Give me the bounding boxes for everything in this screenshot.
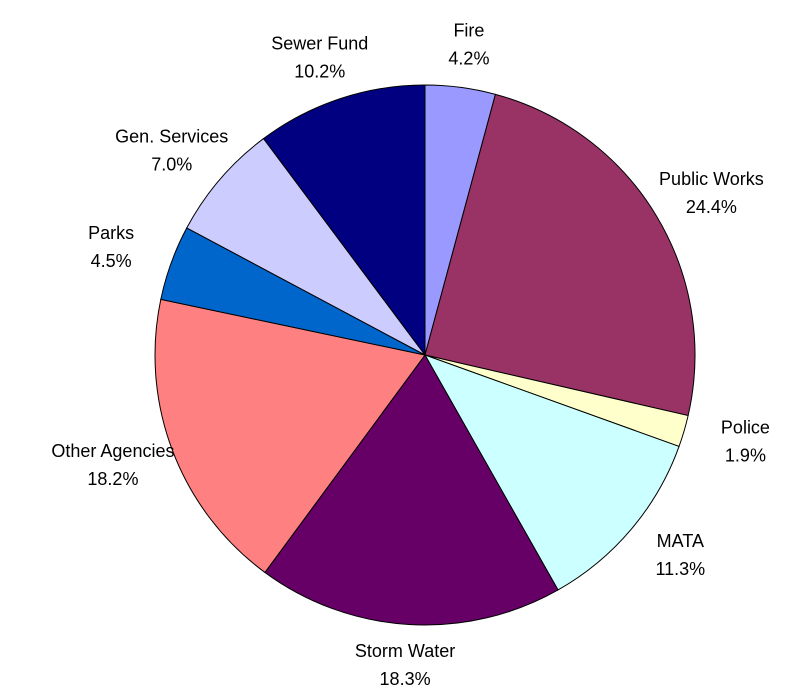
slice-value-label: 24.4%: [686, 197, 737, 217]
slice-label: Sewer Fund: [271, 34, 368, 54]
slice-value-label: 4.5%: [91, 251, 132, 271]
pie-slice: [423, 354, 680, 591]
slice-label: Storm Water: [355, 641, 455, 661]
pie-slice: [264, 354, 559, 626]
slice-value-label: 18.3%: [380, 669, 431, 689]
slice-label: Parks: [88, 223, 134, 243]
slice-label: Police: [721, 418, 770, 438]
slice-label: Gen. Services: [115, 126, 228, 146]
slice-value-label: 11.3%: [655, 559, 705, 579]
pie-slice: [154, 298, 426, 574]
slice-value-label: 7.0%: [151, 154, 192, 174]
slice-label: Fire: [453, 20, 484, 40]
pie-slice: [424, 93, 696, 417]
slice-value-label: 10.2%: [294, 62, 345, 82]
pie-slice: [262, 84, 426, 357]
slice-label: Public Works: [659, 169, 764, 189]
slice-label: MATA: [657, 531, 704, 551]
pie-slice: [186, 137, 426, 356]
slice-value-label: 18.2%: [87, 469, 138, 489]
slice-label: Other Agencies: [51, 441, 174, 461]
slice-value-label: 1.9%: [725, 446, 766, 466]
slice-value-label: 4.2%: [448, 48, 489, 68]
